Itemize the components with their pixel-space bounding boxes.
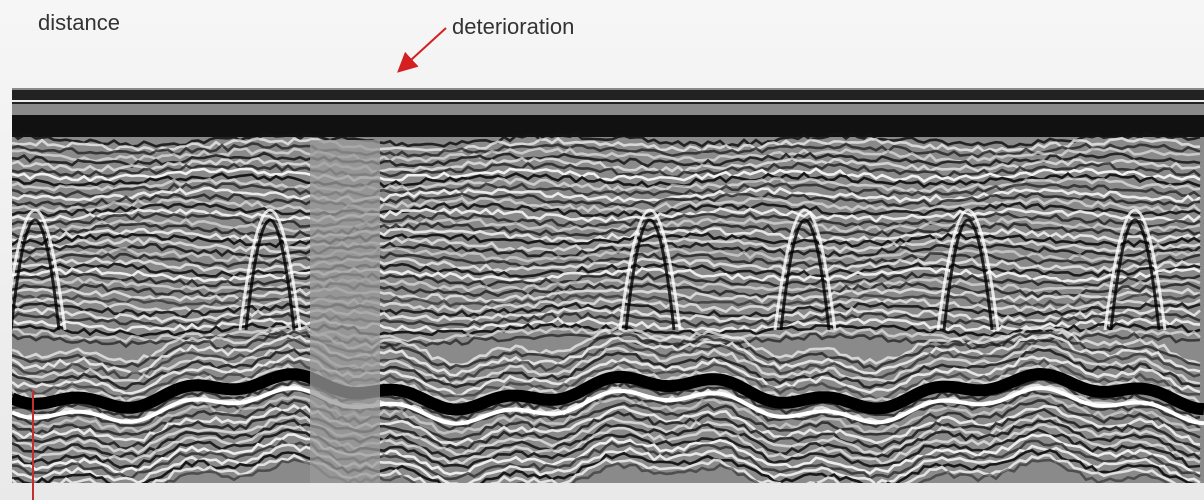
trace xyxy=(12,256,1201,274)
trace xyxy=(12,182,1201,198)
trace xyxy=(12,281,1201,299)
trace xyxy=(12,316,1201,334)
trace xyxy=(12,271,1201,289)
trace xyxy=(12,276,1201,293)
trace xyxy=(624,218,676,331)
trace xyxy=(12,331,1201,349)
trace xyxy=(12,418,1201,461)
trace xyxy=(12,408,1201,451)
trace xyxy=(12,232,1201,249)
trace xyxy=(12,221,1201,239)
trace xyxy=(12,343,1201,387)
trace xyxy=(12,439,1201,481)
trace xyxy=(12,115,1204,137)
trace xyxy=(12,266,1201,284)
trace xyxy=(12,443,1201,483)
trace xyxy=(1103,208,1167,331)
trace xyxy=(12,136,1200,154)
trace xyxy=(779,218,831,331)
trace xyxy=(12,292,1201,309)
trace xyxy=(244,218,296,331)
trace xyxy=(12,201,1201,218)
trace xyxy=(12,301,1201,319)
distance-label: distance xyxy=(38,10,120,35)
trace xyxy=(12,367,1204,416)
trace xyxy=(942,218,994,331)
trace xyxy=(12,423,1201,466)
trace xyxy=(12,192,1201,209)
trace xyxy=(12,322,1201,339)
radargram-traces xyxy=(12,90,1204,483)
trace xyxy=(12,393,1201,435)
trace xyxy=(12,236,1201,254)
trace xyxy=(12,404,1201,447)
trace xyxy=(12,218,61,331)
trace xyxy=(77,458,1170,483)
trace xyxy=(12,428,1201,470)
trace xyxy=(12,333,1201,377)
trace xyxy=(12,161,1201,179)
trace xyxy=(936,208,1000,331)
trace xyxy=(12,211,1201,229)
trace xyxy=(12,385,1204,426)
trace xyxy=(12,186,1201,204)
trace xyxy=(12,353,1201,397)
trace xyxy=(12,306,1201,324)
trace xyxy=(12,241,1201,259)
trace xyxy=(310,140,380,483)
trace xyxy=(238,208,302,331)
trace xyxy=(12,177,1201,194)
trace xyxy=(1109,218,1161,331)
trace xyxy=(12,156,1201,174)
trace xyxy=(12,399,1201,442)
trace xyxy=(12,142,1201,159)
trace xyxy=(12,297,1201,314)
trace xyxy=(773,208,837,331)
trace xyxy=(12,131,1201,149)
trace xyxy=(618,208,682,331)
trace xyxy=(12,348,1200,391)
trace xyxy=(12,216,1201,234)
trace xyxy=(12,262,1201,279)
trace xyxy=(12,363,1201,405)
trace xyxy=(12,251,1201,269)
deterioration-label: deterioration xyxy=(452,14,574,39)
arrow xyxy=(397,27,447,73)
trace xyxy=(12,246,1201,263)
trace xyxy=(12,208,67,331)
